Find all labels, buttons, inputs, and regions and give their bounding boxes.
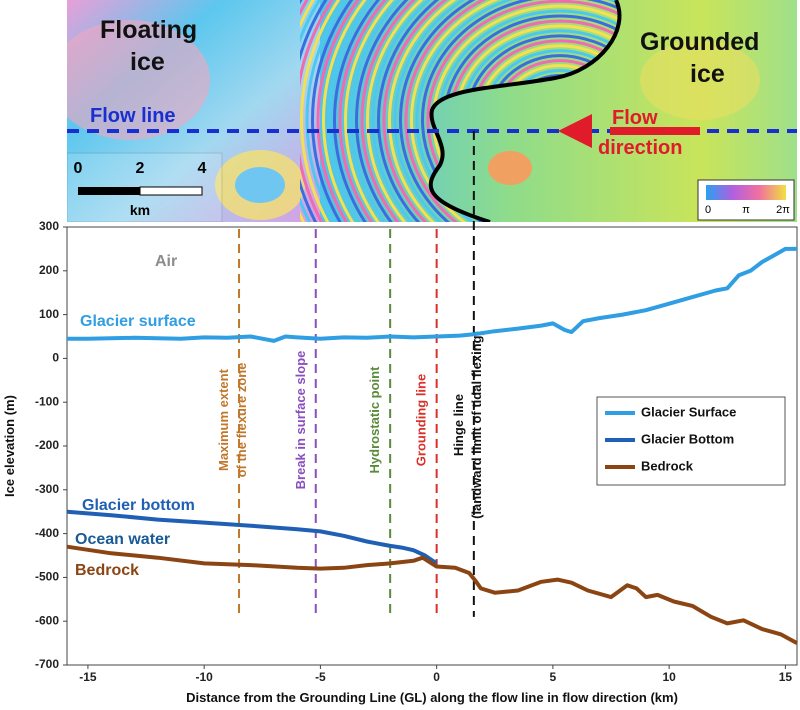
floating-label: ice bbox=[130, 48, 165, 76]
fringe bbox=[322, 0, 620, 222]
series-line bbox=[66, 509, 438, 566]
fringe bbox=[382, 0, 620, 222]
series-line bbox=[66, 544, 798, 645]
x-axis-label: Distance from the Grounding Line (GL) al… bbox=[186, 690, 678, 705]
flow-line-label: Flow line bbox=[90, 105, 176, 127]
reference-line-label: Maximum extent bbox=[216, 368, 231, 471]
x-tick-label: -5 bbox=[315, 670, 326, 684]
annotation: Glacier surface bbox=[80, 313, 196, 330]
fringe bbox=[421, 0, 620, 222]
grounding-line-trace bbox=[428, 0, 622, 222]
reference-line-label: of the flexure zone bbox=[234, 363, 249, 478]
fringe bbox=[338, 0, 620, 222]
grounded-label: Grounded bbox=[640, 28, 759, 56]
y-tick-label: 300 bbox=[39, 219, 59, 233]
fringe bbox=[404, 0, 620, 222]
annotation: Ocean water bbox=[75, 531, 170, 548]
scale-tick: 0 bbox=[74, 160, 83, 177]
fringe bbox=[399, 0, 620, 222]
y-tick-label: -700 bbox=[35, 657, 59, 671]
fringe bbox=[377, 0, 620, 222]
scale-bar bbox=[78, 187, 140, 195]
y-tick-label: -100 bbox=[35, 394, 59, 408]
y-tick-label: 0 bbox=[52, 351, 59, 365]
fringe bbox=[415, 0, 620, 222]
fringe bbox=[366, 0, 620, 222]
scale-unit: km bbox=[130, 202, 150, 218]
fringe bbox=[426, 0, 620, 222]
fringe bbox=[311, 0, 620, 222]
image-blob bbox=[640, 40, 760, 120]
y-tick-label: 200 bbox=[39, 263, 59, 277]
colorbar-tick: 2π bbox=[776, 204, 790, 216]
legend-label: Glacier Surface bbox=[641, 404, 736, 419]
x-tick-label: 5 bbox=[550, 670, 557, 684]
y-tick-label: 100 bbox=[39, 307, 59, 321]
insar-image bbox=[67, 0, 797, 222]
image-blob bbox=[488, 151, 532, 185]
floating-label: Floating bbox=[100, 16, 197, 44]
fringe bbox=[393, 0, 620, 222]
fringe bbox=[371, 0, 620, 222]
fringe bbox=[360, 0, 620, 222]
flow-arrow-head bbox=[558, 114, 592, 148]
x-tick-label: -10 bbox=[195, 670, 213, 684]
reference-line-label: (landward limit of tidal flexing) bbox=[469, 331, 484, 519]
scale-tick: 2 bbox=[136, 160, 145, 177]
fringe bbox=[344, 0, 620, 222]
y-tick-label: -400 bbox=[35, 526, 59, 540]
x-tick-label: -15 bbox=[79, 670, 97, 684]
legend-label: Glacier Bottom bbox=[641, 431, 734, 446]
fringe bbox=[300, 0, 620, 222]
grounded-label: ice bbox=[690, 60, 725, 88]
reference-line-label: Hinge line bbox=[451, 394, 466, 456]
image-blob bbox=[67, 20, 210, 140]
flow-direction-label: Flow bbox=[612, 107, 658, 129]
image-blob bbox=[235, 167, 285, 203]
fringe bbox=[305, 0, 620, 222]
y-tick-label: -200 bbox=[35, 438, 59, 452]
x-tick-label: 15 bbox=[779, 670, 793, 684]
fringe bbox=[355, 0, 620, 222]
y-tick-label: -300 bbox=[35, 482, 59, 496]
image-labels: Floating ice Grounded ice Flow line Flow… bbox=[74, 16, 791, 218]
annotation: Glacier bottom bbox=[82, 497, 195, 514]
x-tick-label: 10 bbox=[662, 670, 676, 684]
colorbar-tick: 0 bbox=[705, 204, 711, 216]
fringe bbox=[327, 0, 620, 222]
fringe bbox=[388, 0, 620, 222]
reference-line-label: Break in surface slope bbox=[293, 351, 308, 490]
annotation: Air bbox=[155, 253, 177, 270]
y-tick-label: -600 bbox=[35, 613, 59, 627]
legend-label: Bedrock bbox=[641, 458, 694, 473]
flow-direction-label: direction bbox=[598, 137, 682, 159]
colorbar bbox=[706, 185, 786, 200]
scale-bar bbox=[139, 186, 203, 196]
x-tick-label: 0 bbox=[433, 670, 440, 684]
reference-line-label: Grounding line bbox=[414, 374, 429, 466]
fringe bbox=[316, 0, 620, 222]
reference-line-label: Hydrostatic point bbox=[367, 366, 382, 474]
series-line bbox=[67, 246, 797, 343]
colorbar-tick: π bbox=[742, 204, 750, 216]
fringe bbox=[410, 0, 620, 222]
fringe bbox=[333, 0, 620, 222]
annotation: Bedrock bbox=[75, 562, 139, 579]
y-axis-label: Ice elevation (m) bbox=[2, 395, 17, 497]
fringe bbox=[349, 0, 620, 222]
y-tick-label: -500 bbox=[35, 570, 59, 584]
scale-tick: 4 bbox=[198, 160, 207, 177]
